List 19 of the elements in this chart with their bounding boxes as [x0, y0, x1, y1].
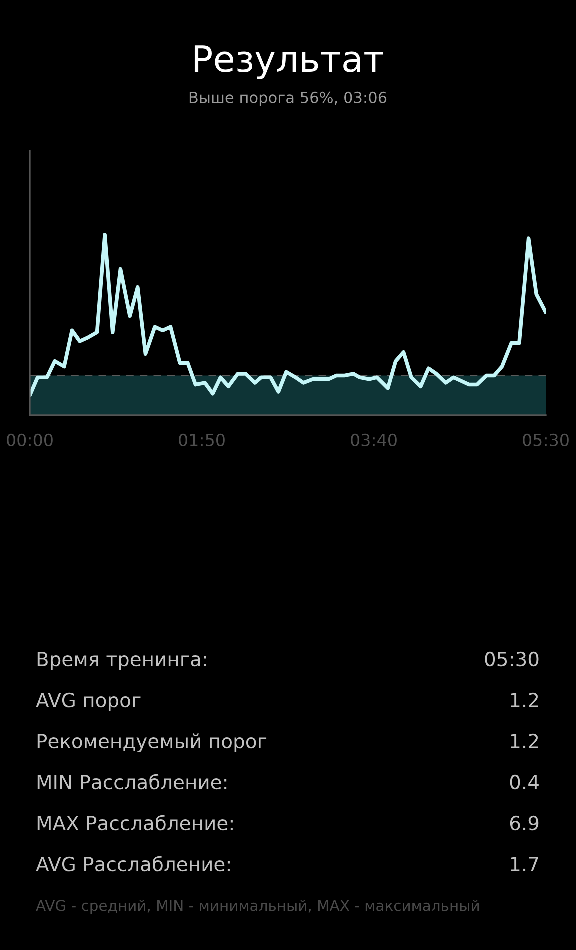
text: 1.2 [511, 734, 538, 748]
text: MAX Расслабление: [38, 815, 233, 831]
text: 0.4 [510, 774, 539, 790]
x-tick-label: 00:00 [7, 434, 53, 446]
x-tick-label: 05:30 [523, 434, 569, 446]
text: 6.9 [510, 816, 539, 831]
text: AVG порог [36, 692, 141, 712]
chart-subtitle: Выше порога 56%, 03:06 [190, 92, 387, 106]
x-tick-label: 01:50 [179, 434, 225, 446]
x-tick-label: 03:40 [351, 434, 397, 446]
text: Время тренинга: [38, 652, 206, 670]
text: AVG - средний, MIN - минимальный, MAX - максимальный [36, 900, 479, 914]
text: 05:30 [485, 652, 539, 667]
text: 1.7 [511, 857, 538, 872]
text: AVG Расслабление: [36, 856, 230, 872]
text: 1.2 [511, 692, 538, 708]
text: MIN Расслабление: [38, 774, 227, 790]
chart-title: Результат [194, 46, 384, 80]
text: Рекомендуемый порог [38, 734, 267, 752]
